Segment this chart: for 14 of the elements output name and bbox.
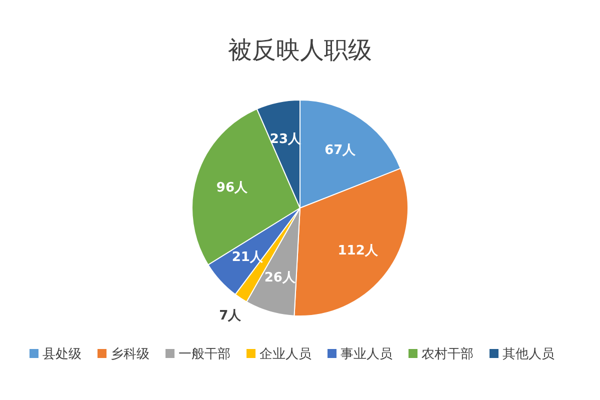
data-label: 112人 [338,244,378,259]
legend-label: 农村干部 [422,347,474,362]
legend-label: 事业人员 [340,347,392,362]
legend-label: 乡科级 [110,347,150,362]
legend-label: 县处级 [42,347,82,362]
legend-label: 其他人员 [502,347,554,362]
data-label: 67人 [324,143,356,158]
data-label: 96人 [216,180,248,196]
data-label: 7人 [219,308,242,324]
chart-title: 被反映人职级 [228,36,372,64]
data-label: 26人 [264,270,296,286]
data-label: 21人 [232,250,263,266]
legend-label: 一般干部 [178,347,230,362]
legend-label: 企业人员 [260,347,312,362]
